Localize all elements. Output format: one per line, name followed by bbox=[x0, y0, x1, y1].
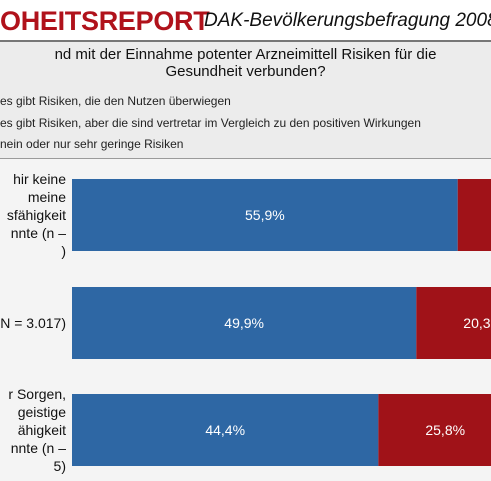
report-header: OHEITSREPORT DAK-Bevölkerungsbefragung 2… bbox=[0, 0, 491, 42]
category-label: N = 3.017) bbox=[0, 315, 66, 331]
data-label: 55,9% bbox=[245, 207, 285, 223]
data-label: 25,8% bbox=[425, 422, 465, 438]
category-label: sfähigkeit bbox=[6, 207, 66, 223]
category-label: ähigkeit bbox=[17, 422, 66, 438]
category-label: meine bbox=[27, 189, 66, 205]
bar-risks-outweigh bbox=[457, 179, 491, 251]
bar-risks-acceptable bbox=[72, 287, 417, 359]
legend-item-2: es gibt Risiken, aber die sind vertretar… bbox=[0, 116, 421, 130]
legend-item-3: nein oder nur sehr geringe Risiken bbox=[0, 137, 184, 151]
category-label: nnte (n – bbox=[10, 225, 66, 241]
survey-subtitle: DAK-Bevölkerungsbefragung 2008 bbox=[204, 10, 491, 31]
question-line-2: Gesundheit verbunden? bbox=[165, 63, 326, 80]
category-label: geistige bbox=[17, 404, 66, 420]
header-rule bbox=[0, 40, 491, 42]
category-label: nnte (n – bbox=[10, 440, 66, 456]
data-label: 44,4% bbox=[205, 422, 245, 438]
category-label: 5) bbox=[53, 458, 66, 474]
category-label: ) bbox=[61, 243, 66, 259]
bar-risks-outweigh bbox=[378, 394, 491, 466]
bar-risks-acceptable bbox=[72, 394, 379, 466]
category-label: r Sorgen, bbox=[8, 386, 66, 402]
legend-item-1: es gibt Risiken, die den Nutzen überwieg… bbox=[0, 94, 231, 108]
report-title: OHEITSREPORT bbox=[0, 6, 210, 36]
bar-risks-acceptable bbox=[72, 179, 458, 251]
question-line-1: nd mit der Einnahme potenter Arzneimitte… bbox=[54, 46, 437, 63]
bar-risks-outweigh bbox=[416, 287, 491, 359]
data-label: 49,9% bbox=[224, 315, 264, 331]
category-label: hir keine bbox=[13, 171, 66, 187]
data-label: 20,3 bbox=[463, 315, 490, 331]
